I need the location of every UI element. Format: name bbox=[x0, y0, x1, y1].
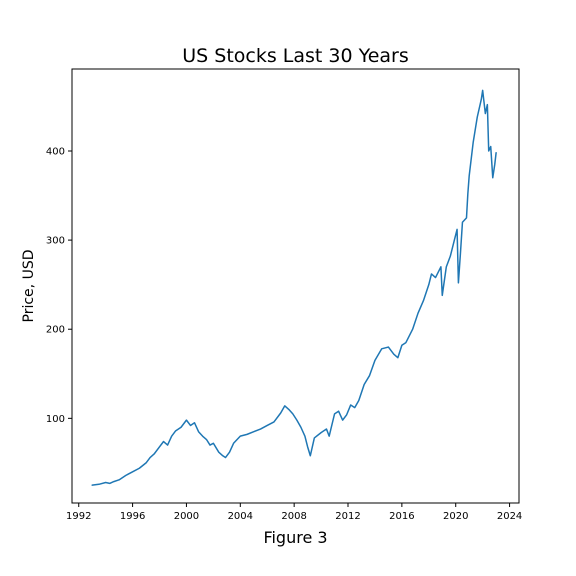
x-tick-label: 1992 bbox=[66, 511, 91, 522]
y-tick-label: 200 bbox=[46, 325, 65, 336]
x-tick-label: 2020 bbox=[443, 511, 468, 522]
x-tick-label: 2008 bbox=[281, 511, 306, 522]
y-axis-label: Price, USD bbox=[21, 250, 37, 323]
figure-label: Figure 3 bbox=[263, 528, 327, 547]
y-axis: 100 200 300 400 bbox=[46, 146, 72, 425]
chart-title: US Stocks Last 30 Years bbox=[182, 45, 409, 67]
x-tick-label: 2016 bbox=[389, 511, 414, 522]
x-tick-label: 2024 bbox=[497, 511, 522, 522]
x-tick-label: 2012 bbox=[335, 511, 360, 522]
y-tick-label: 100 bbox=[46, 414, 65, 425]
y-tick-label: 300 bbox=[46, 236, 65, 247]
x-tick-label: 2000 bbox=[174, 511, 199, 522]
plot-area bbox=[71, 68, 520, 504]
x-tick-label: 2004 bbox=[228, 511, 253, 522]
x-axis: 1992 1996 2000 2004 2008 2012 2016 2020 2024 bbox=[66, 503, 522, 522]
series-layer bbox=[91, 89, 497, 486]
price-series-line bbox=[91, 89, 497, 486]
x-tick-label: 1996 bbox=[120, 511, 145, 522]
y-tick-label: 400 bbox=[46, 146, 65, 157]
